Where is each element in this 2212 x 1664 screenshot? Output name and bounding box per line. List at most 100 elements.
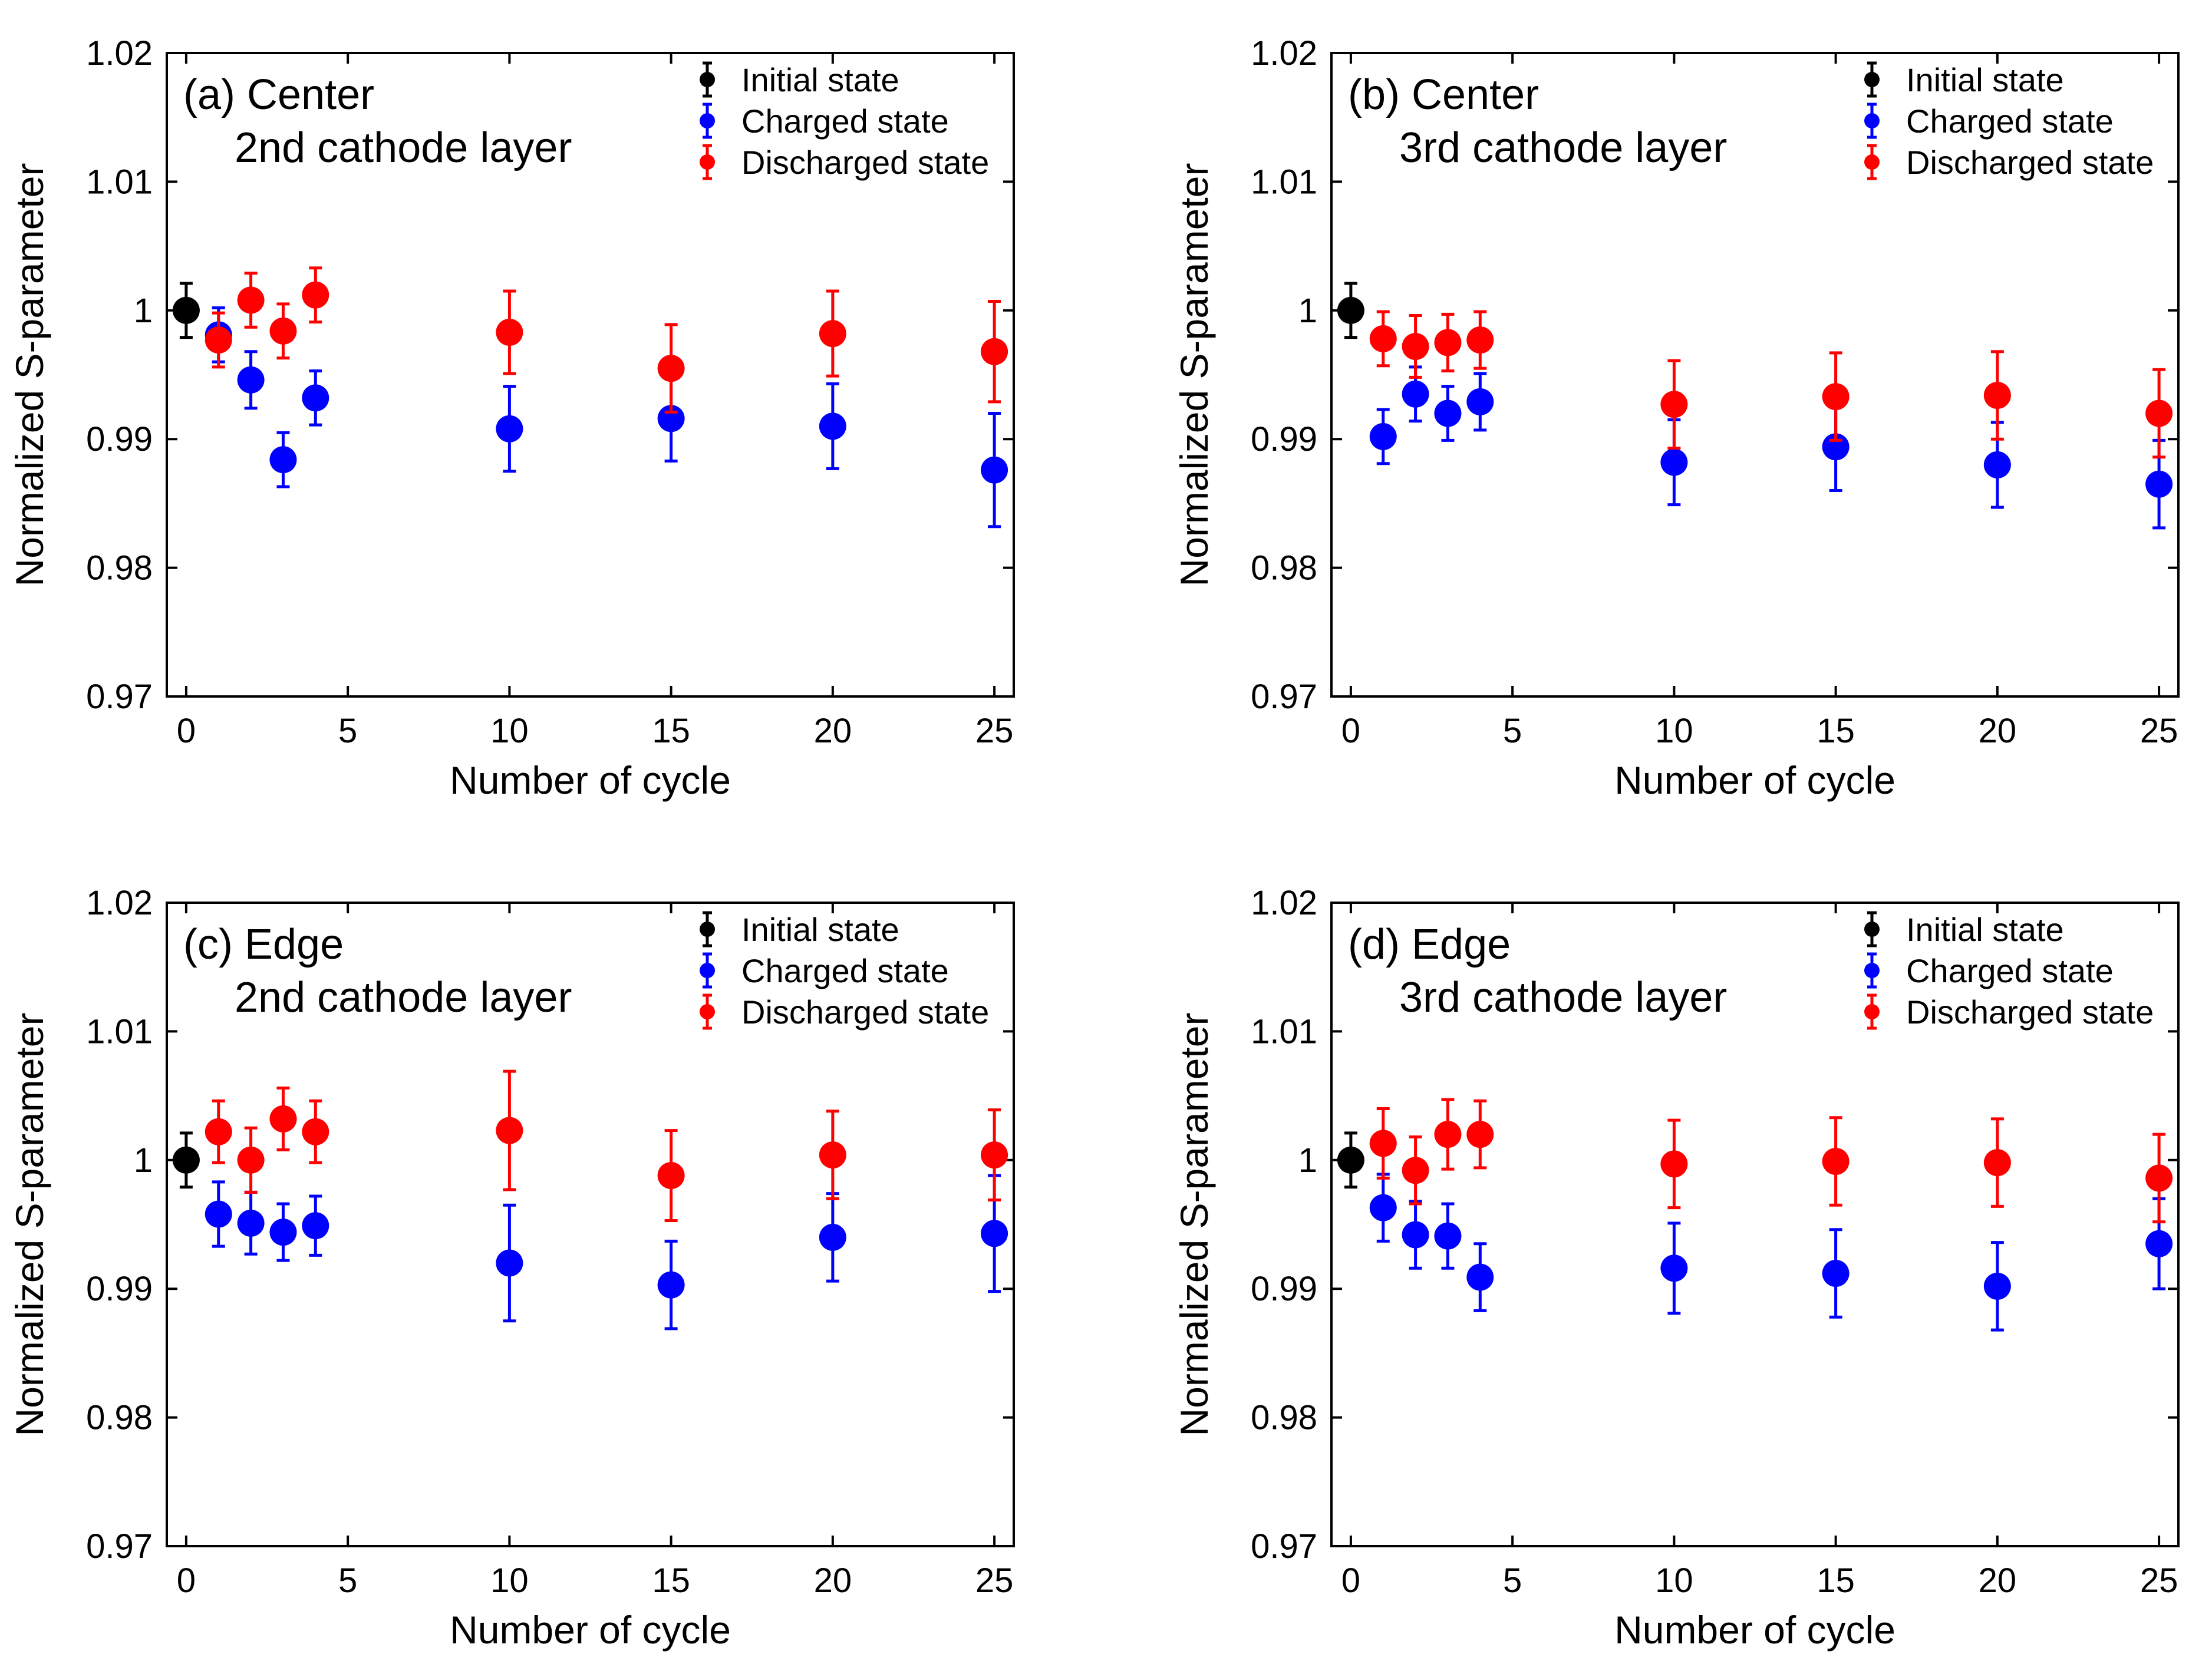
y-tick-label: 0.99 bbox=[1251, 420, 1317, 458]
data-point bbox=[1402, 1221, 1429, 1249]
legend: Initial state Charged state Discharged sta… bbox=[700, 911, 989, 1031]
x-tick-label: 25 bbox=[2140, 1561, 2178, 1600]
panel-title-line2: 2nd cathode layer bbox=[235, 124, 572, 171]
data-point bbox=[269, 1219, 297, 1246]
panel-title-line1: (c) Edge bbox=[183, 921, 344, 968]
y-tick-label: 1.01 bbox=[86, 1012, 153, 1051]
data-point bbox=[1337, 1146, 1364, 1174]
x-tick-label: 20 bbox=[1979, 1561, 2017, 1600]
y-axis-label: Normalized S-parameter bbox=[1172, 1013, 1216, 1437]
series-discharged-state bbox=[205, 1069, 1008, 1222]
data-point bbox=[1337, 296, 1364, 324]
data-point bbox=[237, 1209, 265, 1237]
data-point bbox=[1434, 1121, 1462, 1148]
data-point bbox=[496, 1117, 523, 1144]
legend-point bbox=[700, 922, 715, 937]
plot-frame bbox=[1330, 52, 2180, 698]
x-tick-label: 5 bbox=[338, 712, 357, 750]
data-point bbox=[1983, 1272, 2011, 1300]
y-tick-label: 1 bbox=[1298, 1141, 1317, 1180]
x-tick-label: 25 bbox=[975, 1561, 1014, 1600]
series-discharged-state bbox=[1369, 1098, 2173, 1224]
data-point bbox=[657, 1271, 685, 1299]
legend-point bbox=[700, 154, 715, 170]
x-tick-label: 20 bbox=[814, 1561, 852, 1600]
x-tick-label: 15 bbox=[652, 712, 690, 750]
y-tick-label: 1.01 bbox=[1251, 1012, 1317, 1051]
data-point bbox=[269, 1105, 297, 1133]
series-discharged-state bbox=[1369, 310, 2173, 459]
data-point bbox=[496, 318, 523, 346]
data-point bbox=[1466, 1263, 1494, 1291]
data-point bbox=[205, 1118, 232, 1145]
y-axis-label: Normalized S-parameter bbox=[8, 163, 51, 587]
legend-label: Initial state bbox=[741, 61, 899, 98]
x-tick-label: 25 bbox=[975, 712, 1014, 750]
panel-title-line1: (a) Center bbox=[183, 71, 374, 118]
data-point bbox=[657, 1162, 685, 1190]
data-point bbox=[1466, 1121, 1494, 1148]
legend-label: Discharged state bbox=[1906, 144, 2154, 181]
legend-label: Initial state bbox=[741, 911, 899, 948]
data-point bbox=[1434, 1222, 1462, 1250]
data-point bbox=[1402, 380, 1429, 408]
legend-point bbox=[1864, 1004, 1880, 1019]
data-point bbox=[1466, 388, 1494, 415]
data-point bbox=[172, 296, 200, 324]
plot-frame bbox=[166, 902, 1015, 1547]
legend-point bbox=[1864, 72, 1880, 87]
y-tick-label: 0.97 bbox=[86, 1527, 153, 1566]
series-initial-state bbox=[172, 1131, 200, 1189]
panel-c: 0 5 10 15 20 25 0.97 0.98 0.99 1 1.01 1.02 Number of… bbox=[8, 884, 1015, 1652]
data-point bbox=[205, 326, 232, 354]
legend: Initial state Charged state Discharged sta… bbox=[1864, 61, 2154, 181]
data-point bbox=[819, 320, 846, 348]
legend-label: Charged state bbox=[741, 952, 949, 989]
y-tick-label: 0.99 bbox=[86, 1270, 153, 1308]
x-tick-label: 10 bbox=[1655, 712, 1693, 750]
y-tick-label: 1.02 bbox=[1251, 884, 1317, 922]
panel-title-line2: 3rd cathode layer bbox=[1399, 974, 1727, 1021]
data-point bbox=[1660, 448, 1688, 476]
data-point bbox=[1434, 400, 1462, 427]
x-tick-label: 5 bbox=[1503, 1561, 1522, 1600]
data-point bbox=[1660, 1254, 1688, 1282]
x-tick-label: 0 bbox=[177, 712, 196, 750]
y-tick-label: 1 bbox=[1298, 292, 1317, 330]
y-tick-label: 1.01 bbox=[1251, 163, 1317, 201]
data-point bbox=[2145, 470, 2173, 498]
y-tick-label: 0.98 bbox=[1251, 549, 1317, 587]
data-point bbox=[819, 1141, 846, 1169]
legend-point bbox=[700, 72, 715, 87]
data-point bbox=[657, 405, 685, 432]
plot-frame bbox=[166, 52, 1015, 698]
panel-b: 0 5 10 15 20 25 0.97 0.98 0.99 1 1.01 1.02 Number of… bbox=[1172, 34, 2180, 802]
data-point bbox=[1369, 1130, 1397, 1157]
data-point bbox=[1822, 433, 1850, 461]
y-tick-label: 0.99 bbox=[86, 420, 153, 458]
data-point bbox=[1822, 383, 1850, 411]
panel-title-line2: 2nd cathode layer bbox=[235, 974, 572, 1021]
data-point bbox=[496, 415, 523, 443]
data-point bbox=[1402, 332, 1429, 360]
x-tick-label: 10 bbox=[1655, 1561, 1693, 1600]
series-charged-state bbox=[205, 306, 1008, 529]
x-tick-label: 20 bbox=[814, 712, 852, 750]
data-point bbox=[172, 1146, 200, 1174]
x-tick-label: 0 bbox=[1341, 1561, 1360, 1600]
panel-title-line2: 3rd cathode layer bbox=[1399, 124, 1727, 171]
plot-frame bbox=[1330, 902, 2180, 1547]
y-tick-label: 0.97 bbox=[1251, 678, 1317, 716]
legend-point bbox=[700, 1004, 715, 1019]
data-point bbox=[302, 1212, 329, 1240]
data-point bbox=[2145, 400, 2173, 427]
panel-title-line1: (b) Center bbox=[1348, 71, 1539, 118]
legend-point bbox=[700, 963, 715, 978]
data-point bbox=[269, 317, 297, 345]
y-tick-label: 0.99 bbox=[1251, 1270, 1317, 1308]
x-tick-label: 5 bbox=[1503, 712, 1522, 750]
legend-label: Discharged state bbox=[741, 993, 989, 1031]
data-point bbox=[1466, 326, 1494, 354]
panel-a: 0 5 10 15 20 25 0.97 0.98 0.99 1 1.01 1.02 Number of… bbox=[8, 34, 1015, 802]
